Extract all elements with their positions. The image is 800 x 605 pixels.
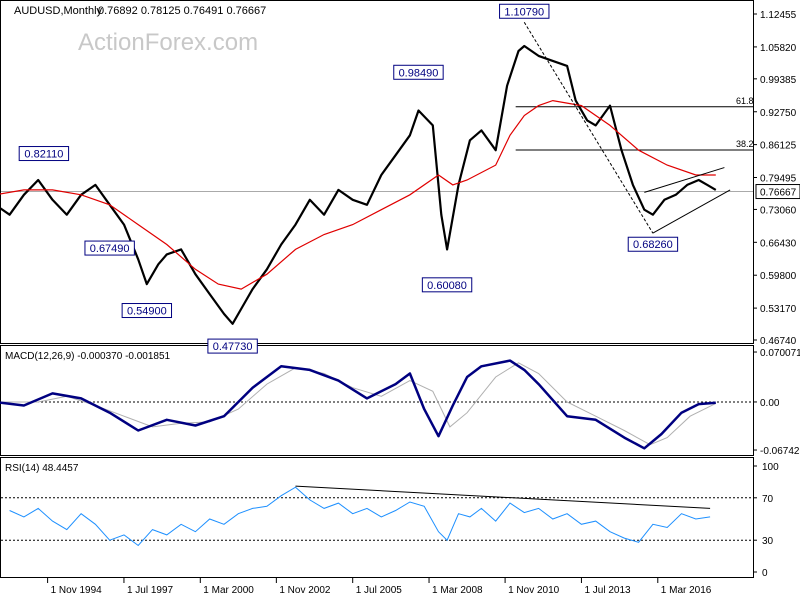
- macd-main-series: [0, 359, 716, 450]
- rsi-series: [9, 486, 711, 547]
- price-y-tick-label: 0.73060: [760, 205, 797, 216]
- x-tick-label: 1 Nov 2002: [279, 585, 331, 596]
- annotation-label: 0.54900: [127, 306, 167, 318]
- rsi-y-tick-label: 0: [762, 568, 768, 579]
- annotation-label: 0.82110: [24, 149, 63, 161]
- price-y-tick-label: 0.99385: [760, 75, 797, 86]
- rsi-y-tick-label: 70: [762, 494, 774, 505]
- annotation-label: 0.68260: [633, 239, 673, 251]
- price-y-tick-label: 1.12455: [760, 10, 797, 21]
- decline-trendline: [523, 21, 654, 234]
- macd-plot: 0.070071 0.00 -0.067423: [0, 348, 800, 457]
- x-tick-label: 1 Nov 2010: [508, 585, 560, 596]
- x-tick-label: 1 Jul 2013: [584, 585, 631, 596]
- rsi-panel: [0, 457, 754, 578]
- wedge-upper-line: [644, 167, 725, 193]
- x-tick-label: 1 Jul 2005: [356, 585, 403, 596]
- annotation-box: [121, 303, 173, 319]
- price-y-tick-label: 0.53170: [760, 304, 797, 315]
- annotation-box: [627, 236, 679, 252]
- macd-signal-series: [0, 362, 717, 446]
- price-y-tick-label: 0.66430: [760, 238, 797, 249]
- rsi-y-tick-label: 30: [762, 536, 774, 547]
- price-y-tick-label: 0.92750: [760, 108, 797, 119]
- price-y-tick-label: 0.59800: [760, 271, 797, 282]
- wedge-lower-line: [652, 189, 731, 234]
- macd-title: MACD(12,26,9) -0.000370 -0.001851: [5, 351, 171, 362]
- annotation-label: 0.47730: [213, 341, 253, 353]
- price-plot: 1.12455 1.05820 0.99385 0.92750 0.86125 0.794…: [0, 3, 800, 354]
- annotation-label: 0.67490: [90, 243, 130, 255]
- x-tick-label: 1 Jul 1997: [127, 585, 174, 596]
- fib-label: 61.8: [736, 96, 754, 106]
- x-axis: 1 Nov 1994 1 Jul 1997 1 Mar 2000 1 Nov 2002…: [47, 578, 712, 596]
- price-y-tick-label: 0.86125: [760, 141, 797, 152]
- annotation-label: 0.98490: [399, 67, 439, 79]
- annotation-label: 0.60080: [427, 280, 467, 292]
- annotation-label: 1.10790: [504, 6, 544, 18]
- price-series: [0, 44, 717, 325]
- x-tick-label: 1 Mar 2000: [203, 585, 254, 596]
- price-y-tick-label: 1.05820: [760, 43, 797, 54]
- rsi-y-tick-label: 100: [762, 462, 779, 473]
- annotation-box: [18, 146, 70, 162]
- macd-y-tick-label: 0.00: [760, 398, 780, 409]
- annotation-box: [393, 64, 444, 80]
- current-price-tag: [755, 184, 800, 200]
- x-tick-label: 1 Mar 2008: [432, 585, 483, 596]
- x-tick-label: 1 Mar 2016: [661, 585, 712, 596]
- annotation-box: [84, 240, 135, 256]
- rsi-plot: 100 70 30 0: [1, 462, 779, 579]
- price-y-tick-label: 0.46740: [760, 336, 797, 347]
- chart-ohlc: 0.76892 0.78125 0.76491 0.76667: [98, 5, 266, 17]
- x-tick-label: 1 Nov 1994: [51, 585, 103, 596]
- macd-y-tick-label: 0.070071: [760, 348, 800, 359]
- annotation-box: [207, 338, 258, 354]
- moving-average-series: [0, 99, 716, 290]
- macd-y-tick-label: -0.067423: [760, 446, 800, 457]
- annotation-box: [499, 3, 550, 19]
- macd-panel: [0, 345, 754, 456]
- chart-symbol: AUDUSD,Monthly: [14, 5, 103, 17]
- rsi-trendline: [295, 485, 711, 509]
- watermark: ActionForex.com: [78, 29, 258, 56]
- annotation-box: [421, 277, 473, 293]
- fib-label: 38.2: [736, 139, 754, 149]
- rsi-title: RSI(14) 48.4457: [5, 463, 79, 474]
- current-price-label: 0.76667: [760, 188, 797, 199]
- price-y-tick-label: 0.79495: [760, 174, 797, 185]
